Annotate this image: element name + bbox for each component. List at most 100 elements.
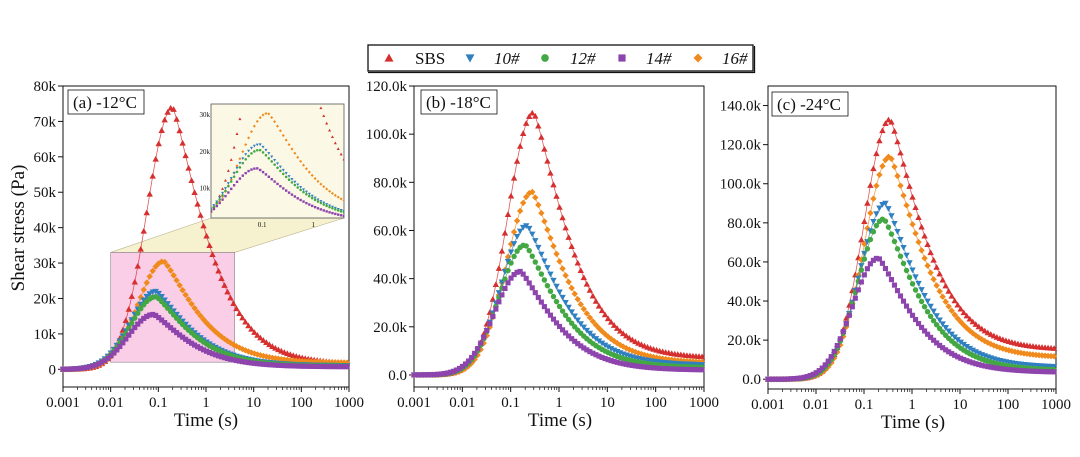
data-point-14 [132,325,138,331]
panel-a-ylabel: Shear stress (Pa) [8,165,29,292]
inset-point-14 [325,210,328,213]
data-point-sbs [912,204,919,211]
inset-point-14 [331,211,334,215]
inset-series-12 [211,148,344,214]
data-point-14 [626,362,632,368]
data-point-sbs [942,282,949,289]
inset-point-12 [296,186,300,189]
data-point-sbs [538,134,545,140]
data-point-14 [669,366,675,372]
panel-c-ytick-label: 0.0 [742,372,761,388]
data-point-14 [99,359,105,365]
data-point-12 [511,253,517,260]
inset-point-12 [331,206,334,210]
data-point-14 [964,358,970,364]
data-point-14 [979,362,985,368]
data-point-sbs [598,307,606,314]
data-point-12 [924,308,931,315]
data-point-10 [966,345,973,352]
data-point-sbs [978,325,986,332]
inset-point-10 [232,171,236,175]
inset-point-16 [293,151,297,155]
panel-a-ytick-label: 0 [49,362,57,378]
data-point-14 [487,321,493,327]
inset-point-12 [250,152,253,155]
data-point-10 [936,317,943,324]
data-point-14 [602,356,608,362]
legend-label-16: 16# [722,49,748,68]
data-point-16 [176,282,183,289]
panel-b-xtick-label: 1 [555,395,563,411]
inset-point-14 [221,198,224,201]
data-point-16 [616,341,624,349]
data-point-10 [513,234,521,240]
data-point-16 [921,255,928,262]
data-point-16 [559,265,566,272]
data-point-sbs [513,158,521,164]
inset-point-10 [276,162,279,166]
data-point-sbs [873,150,880,157]
inset-point-14 [238,177,242,180]
data-point-14 [341,364,347,370]
data-point-14 [186,338,192,344]
inset-point-16 [290,147,294,151]
inset-point-16 [244,143,248,147]
data-point-14 [846,312,852,318]
inset-point-16 [322,185,326,189]
inset-point-12 [218,198,221,201]
inset-point-12 [339,210,343,213]
panel-a-ytick-label: 80k [34,79,57,95]
inset-point-sbs [336,147,340,150]
data-point-12 [912,287,919,293]
data-point-14 [623,361,629,367]
data-point-14 [263,361,269,368]
data-point-14 [547,312,554,318]
data-point-sbs [254,331,261,338]
data-point-16 [553,250,560,258]
data-point-16 [984,339,992,346]
panel-b-ytick-label: 60.0k [373,223,407,239]
inset-point-12 [215,202,219,205]
data-point-14 [976,361,982,368]
data-point-14 [432,371,438,378]
inset-point-14 [235,180,239,184]
data-point-12 [562,312,569,319]
inset-point-12 [273,163,276,166]
data-point-14 [593,352,599,358]
data-point-16 [942,298,949,305]
data-point-14 [952,352,958,358]
data-point-sbs [532,112,539,119]
inset-point-10 [218,196,222,200]
data-point-sbs [188,177,195,184]
data-point-10 [873,211,880,218]
inset-point-12 [253,150,256,153]
data-point-12 [903,267,910,274]
data-point-12 [565,316,572,323]
data-point-14 [523,275,529,281]
panel-b: 0.001 0.01 0.1 1 10 100 1000 0.0 20.0k 40.0k 60.0k… [366,79,719,431]
data-point-12 [864,246,871,252]
data-point-16 [626,346,633,353]
data-point-14 [177,332,183,338]
inset-point-10 [264,148,268,152]
data-point-14 [314,363,320,370]
inset-point-14 [342,214,344,218]
data-point-12 [505,267,511,274]
panel-b-ytick-label: 120.0k [366,79,408,95]
data-point-14 [599,354,605,360]
data-point-16 [188,300,195,308]
data-point-14 [1000,366,1006,372]
data-point-14 [620,361,626,367]
data-point-14 [447,369,453,375]
data-point-14 [771,376,777,382]
inset-point-14 [241,174,245,177]
data-point-14 [912,317,919,323]
data-point-14 [120,340,126,346]
inset-point-14 [230,187,233,191]
data-point-14 [882,265,889,272]
data-point-sbs [607,318,615,325]
data-point-14 [275,362,281,368]
data-point-16 [686,358,694,365]
data-point-12 [547,288,554,294]
data-point-sbs [556,203,563,210]
